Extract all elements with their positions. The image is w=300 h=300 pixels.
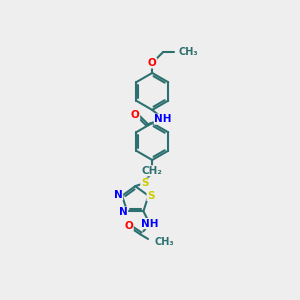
- Text: S: S: [147, 191, 154, 201]
- Text: O: O: [148, 58, 157, 68]
- Text: NH: NH: [154, 114, 172, 124]
- Text: O: O: [124, 221, 133, 231]
- Text: CH₃: CH₃: [178, 47, 198, 57]
- Text: O: O: [131, 110, 140, 120]
- Text: S: S: [141, 178, 148, 188]
- Text: N: N: [114, 190, 123, 200]
- Text: N: N: [119, 207, 128, 217]
- Text: NH: NH: [141, 218, 158, 229]
- Text: CH₂: CH₂: [142, 166, 163, 176]
- Text: CH₃: CH₃: [154, 237, 174, 247]
